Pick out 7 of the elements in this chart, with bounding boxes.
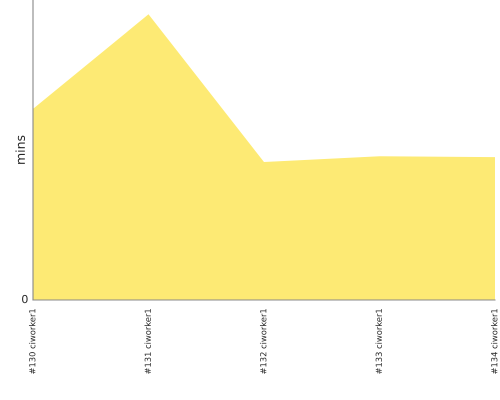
- x-tick-label: #131 ciworker1: [144, 309, 151, 374]
- x-tick-label: #130 ciworker1: [28, 309, 36, 374]
- x-tick-label: #134 ciworker1: [490, 309, 498, 374]
- x-tick-label: #133 ciworker1: [375, 309, 382, 374]
- text: 0: [22, 294, 28, 304]
- x-tick-label: #132 ciworker1: [260, 309, 266, 374]
- y-axis-title: mins: [15, 136, 26, 164]
